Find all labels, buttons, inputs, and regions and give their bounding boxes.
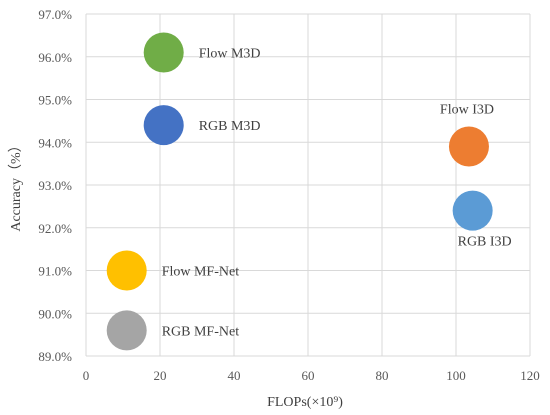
point-label-rgb-m3d: RGB M3D bbox=[199, 119, 261, 134]
y-tick-label: 90.0% bbox=[38, 306, 72, 321]
bubble-rgb-m3d bbox=[143, 105, 184, 146]
point-label-flow-m3d: Flow M3D bbox=[199, 46, 261, 61]
x-tick-label: 100 bbox=[446, 368, 466, 383]
y-tick-label: 93.0% bbox=[38, 178, 72, 193]
x-tick-label: 40 bbox=[228, 368, 241, 383]
point-label-flow-mf-net: Flow MF-Net bbox=[162, 265, 240, 280]
y-tick-label: 95.0% bbox=[38, 93, 72, 108]
x-axis-title: FLOPs(×10⁹) bbox=[267, 395, 343, 410]
y-tick-label: 96.0% bbox=[38, 50, 72, 65]
y-axis-title: Accuracy（%） bbox=[8, 138, 24, 231]
bubble-flow-mf-net bbox=[106, 250, 147, 291]
y-tick-label: 94.0% bbox=[38, 135, 72, 150]
bubble-flow-i3d bbox=[448, 126, 489, 167]
y-tick-label: 89.0% bbox=[38, 349, 72, 364]
data-points: Flow M3D RGB M3D Flow I3D RGB I3D Flow MF-Ne… bbox=[106, 32, 512, 351]
bubble-rgb-mf-net bbox=[106, 310, 147, 351]
point-label-flow-i3d: Flow I3D bbox=[440, 103, 494, 118]
y-tick-label: 91.0% bbox=[38, 264, 72, 279]
y-tick-label: 92.0% bbox=[38, 221, 72, 236]
point-label-rgb-i3d: RGB I3D bbox=[458, 235, 512, 250]
y-axis-ticks: 89.0% 90.0% 91.0% 92.0% 93.0% 94.0% 95.0% 96.0%… bbox=[38, 7, 72, 364]
x-tick-label: 120 bbox=[520, 368, 540, 383]
x-axis-ticks: 0 20 40 60 80 100 120 bbox=[83, 368, 540, 383]
bubble-flow-m3d bbox=[143, 32, 184, 73]
x-tick-label: 60 bbox=[302, 368, 315, 383]
x-tick-label: 20 bbox=[154, 368, 167, 383]
point-label-rgb-mf-net: RGB MF-Net bbox=[162, 324, 240, 339]
y-tick-label: 97.0% bbox=[38, 7, 72, 22]
x-tick-label: 0 bbox=[83, 368, 90, 383]
bubble-rgb-i3d bbox=[452, 190, 493, 231]
x-tick-label: 80 bbox=[376, 368, 389, 383]
